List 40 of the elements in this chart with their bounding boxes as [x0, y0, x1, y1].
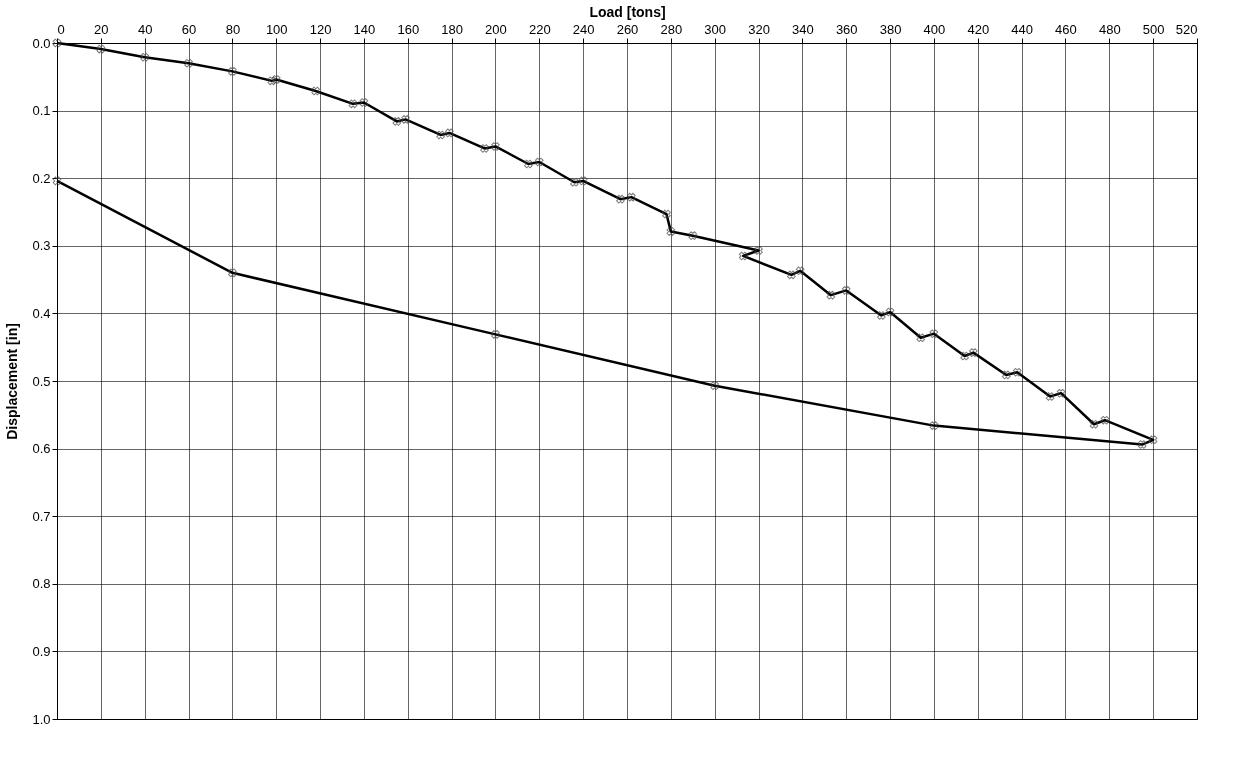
y-tick-label: 0.2: [32, 170, 51, 186]
x-tick-label: 520: [1175, 21, 1198, 37]
x-tick-label: 440: [1011, 21, 1033, 37]
x-tick-label: 240: [572, 21, 595, 37]
x-axis-title: Load [tons]: [589, 3, 666, 20]
x-tick-label: 140: [353, 21, 376, 37]
x-tick-label: 0: [57, 21, 65, 37]
y-tick-label: 0.5: [32, 373, 51, 389]
x-tick-label: 300: [704, 21, 727, 37]
y-tick-label: 0.8: [32, 576, 51, 592]
x-tick-label: 120: [309, 21, 332, 37]
x-tick-label: 40: [137, 21, 153, 37]
y-tick-label: 1.0: [32, 711, 51, 727]
x-tick-label: 20: [94, 21, 109, 37]
y-axis-title: Displacement [in]: [4, 323, 21, 440]
y-tick-label: 0.3: [32, 238, 51, 254]
x-tick-label: 100: [265, 21, 288, 37]
y-tick-label: 0.0: [32, 35, 51, 51]
y-tick-label: 0.6: [32, 441, 51, 457]
x-tick-label: 280: [660, 21, 683, 37]
x-tick-label: 460: [1055, 21, 1077, 37]
x-tick-label: 180: [441, 21, 463, 37]
y-tick-label: 0.7: [32, 508, 51, 524]
x-tick-label: 360: [835, 21, 858, 37]
x-tick-label: 380: [879, 21, 902, 37]
x-tick-label: 420: [967, 21, 990, 37]
x-tick-label: 220: [528, 21, 551, 37]
x-tick-label: 80: [225, 21, 241, 37]
x-tick-label: 500: [1142, 21, 1165, 37]
y-tick-label: 0.4: [32, 305, 51, 321]
y-tick-label: 0.1: [32, 103, 51, 119]
x-tick-label: 400: [923, 21, 946, 37]
x-tick-label: 160: [397, 21, 420, 37]
x-tick-label: 340: [792, 21, 814, 37]
y-tick-label: 0.9: [32, 643, 51, 659]
x-tick-label: 320: [748, 21, 770, 37]
x-tick-label: 200: [485, 21, 507, 37]
x-tick-label: 260: [616, 21, 639, 37]
x-tick-label: 480: [1098, 21, 1121, 37]
x-tick-label: 60: [181, 21, 197, 37]
